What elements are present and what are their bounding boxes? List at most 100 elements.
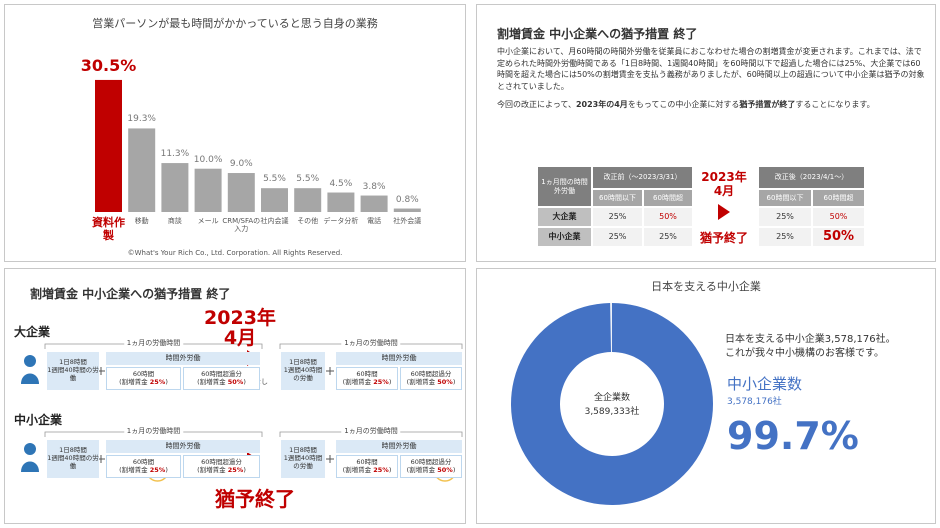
overtime-cell: 時間外労働 [106, 352, 260, 365]
note: これが我々中小機構のお客様です。 [725, 348, 884, 359]
rate-line: (割増賃金 25%) [337, 466, 397, 474]
base-text: 1日8時間 [289, 358, 317, 367]
center-label: 全企業数 [593, 393, 630, 403]
person-body [21, 373, 39, 384]
rate-text: (割増賃金 [119, 466, 150, 475]
paragraph: 今回の改正によって、2023年の4月をもってこの中小企業に対する猶予措置が終了す… [497, 99, 925, 111]
rate-text: 50% [437, 466, 453, 475]
text-segment: することになります。 [795, 100, 875, 109]
rate-line: (割増賃金 25%) [107, 378, 180, 386]
x-tick-label: 社内会議 [260, 217, 289, 225]
rate-text: (割増賃金 [197, 378, 228, 387]
rate-text: ) [452, 466, 456, 475]
base-cell: 1日8時間 1週間40時間の労働 [281, 440, 325, 478]
person-head [24, 355, 36, 367]
hours-text: 60時間 [132, 458, 155, 466]
base-text: 1週間40時間の労働 [47, 366, 99, 382]
base-text: 1日8時間 [289, 446, 317, 455]
hours-text: 60時間 [132, 370, 155, 378]
rate-text: ) [243, 466, 246, 475]
person-head [24, 443, 36, 455]
change-date: 2023年 [204, 307, 276, 329]
change-date: 4月 [223, 327, 257, 349]
plus [326, 455, 334, 463]
bar [194, 168, 222, 212]
value-label: 5.5% [296, 174, 320, 185]
table-cell: 25% [758, 227, 812, 247]
rate-text: (割増賃金 [197, 466, 228, 475]
bar [128, 128, 156, 212]
plus [326, 367, 334, 375]
period-label: 1ヵ月の労働時間 [341, 427, 401, 436]
base-text: 1日8時間 [59, 446, 87, 455]
period-label: 1ヵ月の労働時間 [123, 339, 184, 348]
value-label: 10.0% [193, 154, 223, 165]
legend-label: 中小企業数 [727, 375, 803, 393]
table-cell: 50% [643, 207, 693, 227]
paragraph: 中小企業において、月60時間の時間外労働を従業員におこなわせた場合の割増賃金が変… [497, 47, 925, 91]
rate-text: ) [243, 378, 246, 387]
rate-cell: 60時間超過分 (割増賃金 50%) [400, 367, 462, 390]
bar [95, 79, 122, 212]
table-header: 改正前（～2023/3/31） [592, 166, 693, 189]
change-date: 2023年 [701, 170, 747, 184]
rate-text: 25% [149, 378, 166, 387]
x-tick-label: 商談 [167, 217, 182, 225]
rate-line: (割増賃金 25%) [337, 378, 397, 386]
base-cell: 1日8時間 1週間40時間の労働 [47, 352, 99, 390]
table-cell: 25% [592, 207, 643, 227]
table-col: 60時間以下 [758, 189, 812, 207]
group-label: 大企業 [14, 325, 51, 339]
x-tick-label: 電話 [367, 217, 382, 225]
bar [393, 208, 421, 212]
bar [360, 195, 388, 212]
rate-text: 25% [227, 466, 244, 475]
x-tick-label: 資料作製 [92, 216, 125, 242]
rate-line: (割増賃金 50%) [184, 378, 259, 386]
x-tick-label: その他 [297, 217, 319, 225]
rate-text: 50% [437, 378, 453, 387]
base-text: 1週間40時間の労働 [283, 366, 323, 382]
bar [161, 163, 189, 212]
value-label: 11.3% [160, 149, 190, 160]
rate-text: 25% [149, 466, 166, 475]
base-cell: 1日8時間 1週間40時間の労働 [281, 352, 325, 390]
value-label: 19.3% [127, 114, 156, 125]
hours-text: 60時間超過分 [201, 370, 242, 378]
bar [261, 188, 288, 212]
x-tick-label: 移動 [134, 217, 149, 225]
bar [294, 188, 322, 212]
overtime-cell: 時間外労働 [106, 440, 260, 453]
chart-title: 日本を支える中小企業 [651, 280, 761, 293]
table-col: 60時間超 [643, 189, 693, 207]
overtime-cell: 時間外労働 [336, 352, 462, 365]
base-text: 1日8時間 [59, 358, 87, 367]
panel [4, 4, 466, 262]
panel [4, 268, 466, 524]
chart-title: 営業パーソンが最も時間がかかっていると思う自身の業務 [92, 17, 378, 30]
table-header: 改正後（2023/4/1～） [758, 166, 865, 189]
person-body [21, 461, 39, 472]
value-label: 5.5% [263, 174, 286, 185]
period-label: 1ヵ月の労働時間 [123, 427, 184, 436]
base-cell: 1日8時間 1週間40時間の労働 [47, 440, 99, 478]
rate-text: (割増賃金 [342, 378, 374, 387]
rate-text: ) [388, 378, 392, 387]
rate-text: ) [388, 466, 392, 475]
text-segment: 2023年の4月 [575, 100, 628, 109]
rate-cell: 60時間超過分 (割増賃金 50%) [400, 455, 462, 478]
text-segment: をもってこの中小企業に対する [627, 100, 740, 109]
base-text: 1週間40時間の労働 [283, 454, 323, 470]
bar [327, 192, 355, 212]
rate-text: 25% [373, 378, 389, 387]
table-cell: 50% [812, 227, 865, 247]
panel-title: 割増賃金 中小企業への猶予措置 終了 [497, 27, 698, 41]
panel-title: 割増賃金 中小企業への猶予措置 終了 [30, 287, 231, 301]
table-cell: 50% [812, 207, 865, 227]
table-cell: 25% [643, 227, 693, 247]
value-label: 99.7% [727, 414, 859, 458]
table-col: 60時間超 [812, 189, 865, 207]
rate-text: ) [165, 466, 168, 475]
center-label: 3,589,333社 [584, 407, 640, 417]
rate-text: (割増賃金 [119, 378, 150, 387]
